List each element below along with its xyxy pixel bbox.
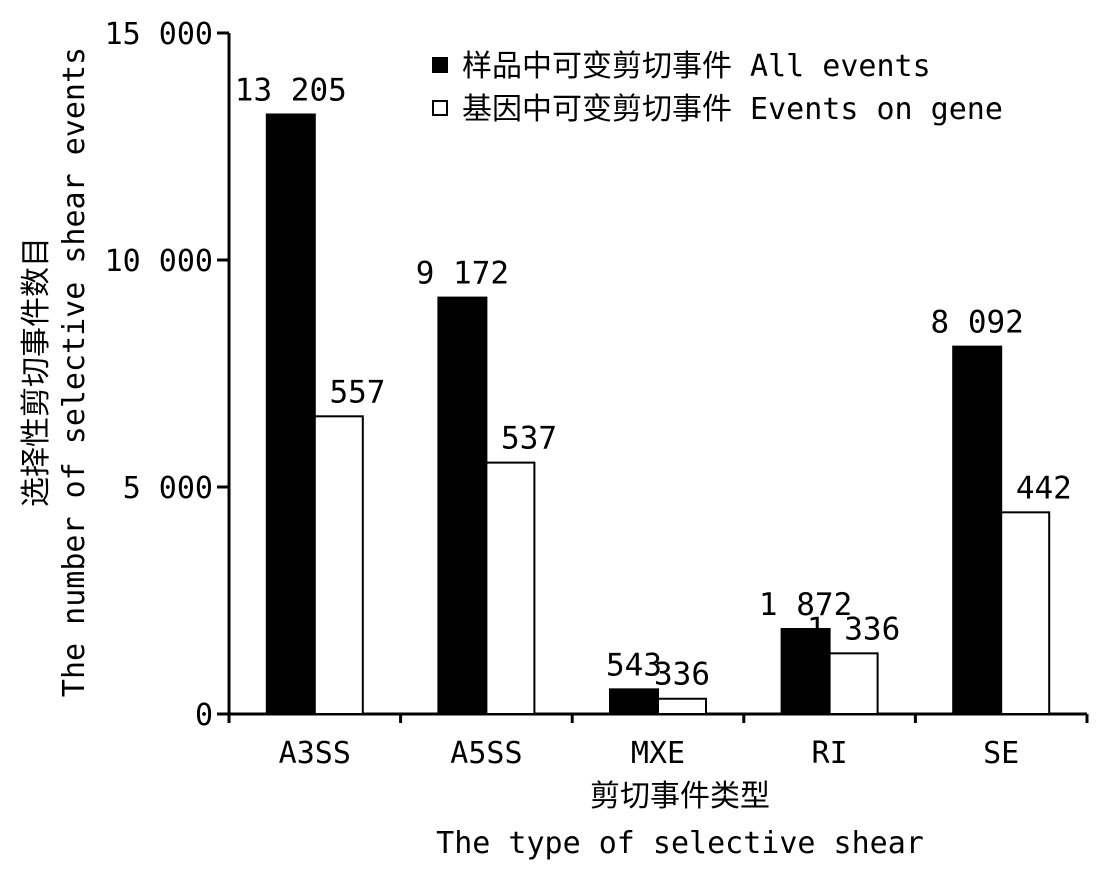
x-tick-label: SE: [983, 736, 1019, 771]
legend-label-all-events: 样品中可变剪切事件 All events: [462, 49, 931, 84]
bar-all-events: [780, 628, 831, 716]
bar-all-events: [609, 688, 659, 715]
x-axis-title-en: The type of selective shear: [436, 826, 924, 861]
x-tick-label: A3SS: [279, 736, 351, 771]
bar-events-on-gene: [828, 652, 879, 715]
y-tick-label: 15 000: [105, 17, 213, 52]
x-tick-label: A5SS: [450, 736, 522, 771]
bar-all-events: [265, 113, 316, 716]
y-axis-title-en: The number of selective shear events: [57, 47, 92, 697]
x-axis-title: 剪切事件类型: [590, 779, 770, 814]
y-tick-label: 0: [195, 698, 213, 733]
bars: [265, 113, 1051, 716]
data-label: 9 172: [416, 256, 509, 292]
bar-events-on-gene: [657, 697, 707, 716]
legend-swatch-events-on-gene: [432, 100, 448, 116]
legend-swatch-all-events: [432, 57, 448, 73]
data-label: 1 336: [807, 611, 900, 647]
legend-label-events-on-gene: 基因中可变剪切事件 Events on gene: [462, 92, 1003, 127]
data-label: 6 557: [292, 374, 385, 410]
data-label: 1 872: [759, 587, 852, 623]
y-tick-label: 10 000: [105, 244, 213, 279]
data-label: 4 442: [979, 470, 1072, 506]
bar-events-on-gene: [1000, 511, 1051, 715]
data-label: 543: [606, 647, 662, 683]
x-ticks: A3SS A5SS MXE RI SE: [227, 714, 1089, 771]
data-label: 13 205: [235, 72, 347, 108]
y-ticks: 0 5 000 10 000 15 000: [105, 17, 229, 733]
bar-all-events: [437, 296, 488, 715]
data-label: 5 537: [464, 421, 557, 457]
data-label: 336: [654, 657, 710, 693]
y-axis-title: 选择性剪切事件数目: [19, 237, 54, 507]
x-tick-label: RI: [812, 736, 848, 771]
y-tick-label: 5 000: [123, 471, 213, 506]
bar-events-on-gene: [485, 461, 536, 716]
value-labels: 13 205 9 172 543 1 872 8 092 6 557 5 537 336 1 3…: [235, 72, 1072, 692]
x-tick-label: MXE: [631, 736, 685, 771]
legend: 样品中可变剪切事件 All events 基因中可变剪切事件 Events on…: [432, 49, 1003, 127]
bar-all-events: [952, 345, 1003, 715]
bar-events-on-gene: [313, 415, 364, 715]
data-label: 8 092: [931, 305, 1024, 341]
